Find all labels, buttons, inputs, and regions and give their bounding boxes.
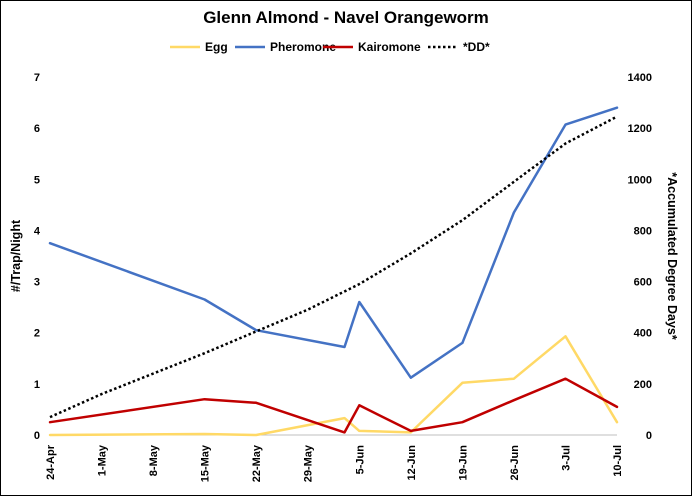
chart-title: Glenn Almond - Navel Orangeworm — [203, 8, 489, 27]
y2-axis-label: *Accumulated Degree Days* — [665, 172, 679, 340]
legend-label: Kairomone — [358, 40, 421, 54]
y-tick-label: 6 — [34, 123, 40, 135]
x-tick-label: 5-Jun — [354, 445, 366, 475]
y-tick-label: 1 — [34, 379, 40, 391]
x-tick-label: 15-May — [200, 444, 212, 482]
x-tick-label: 1-May — [97, 444, 109, 476]
y2-tick-label: 400 — [634, 328, 652, 340]
y-tick-label: 0 — [34, 430, 40, 442]
x-tick-label: 22-May — [251, 444, 263, 482]
y2-tick-label: 1400 — [628, 72, 652, 84]
x-tick-label: 3-Jul — [560, 445, 572, 471]
y-tick-label: 2 — [34, 328, 40, 340]
y2-tick-label: 600 — [634, 277, 652, 289]
y2-tick-label: 800 — [634, 225, 652, 237]
legend-label: Pheromone — [270, 40, 336, 54]
series-line-pheromone — [48, 106, 619, 379]
x-tick-label: 29-May — [303, 444, 315, 482]
legend-label: Egg — [205, 40, 228, 54]
x-tick-label: 26-Jun — [509, 445, 521, 481]
x-tick-label: 10-Jul — [612, 445, 624, 477]
series-line-kairomone — [48, 377, 619, 434]
y2-tick-label: 1000 — [628, 174, 652, 186]
x-tick-label: 8-May — [148, 444, 160, 476]
y-axis-label: #/Trap/Night — [9, 219, 23, 292]
series-layer — [48, 106, 619, 437]
y-tick-label: 3 — [34, 277, 40, 289]
x-tick-label: 12-Jun — [406, 445, 418, 481]
y2-tick-label: 1200 — [628, 123, 652, 135]
y-tick-label: 7 — [34, 72, 40, 84]
y2-tick-label: 200 — [634, 379, 652, 391]
x-tick-label: 24-Apr — [45, 444, 57, 480]
legend: Egg Pheromone Kairomone *DD* — [170, 40, 490, 54]
series-line-egg — [48, 335, 619, 437]
legend-label: *DD* — [463, 40, 490, 54]
x-tick-label: 19-Jun — [457, 445, 469, 481]
series-line-dd — [49, 115, 618, 419]
y-tick-label: 5 — [34, 174, 40, 186]
y2-tick-label: 0 — [646, 430, 652, 442]
y-tick-label: 4 — [34, 225, 41, 237]
